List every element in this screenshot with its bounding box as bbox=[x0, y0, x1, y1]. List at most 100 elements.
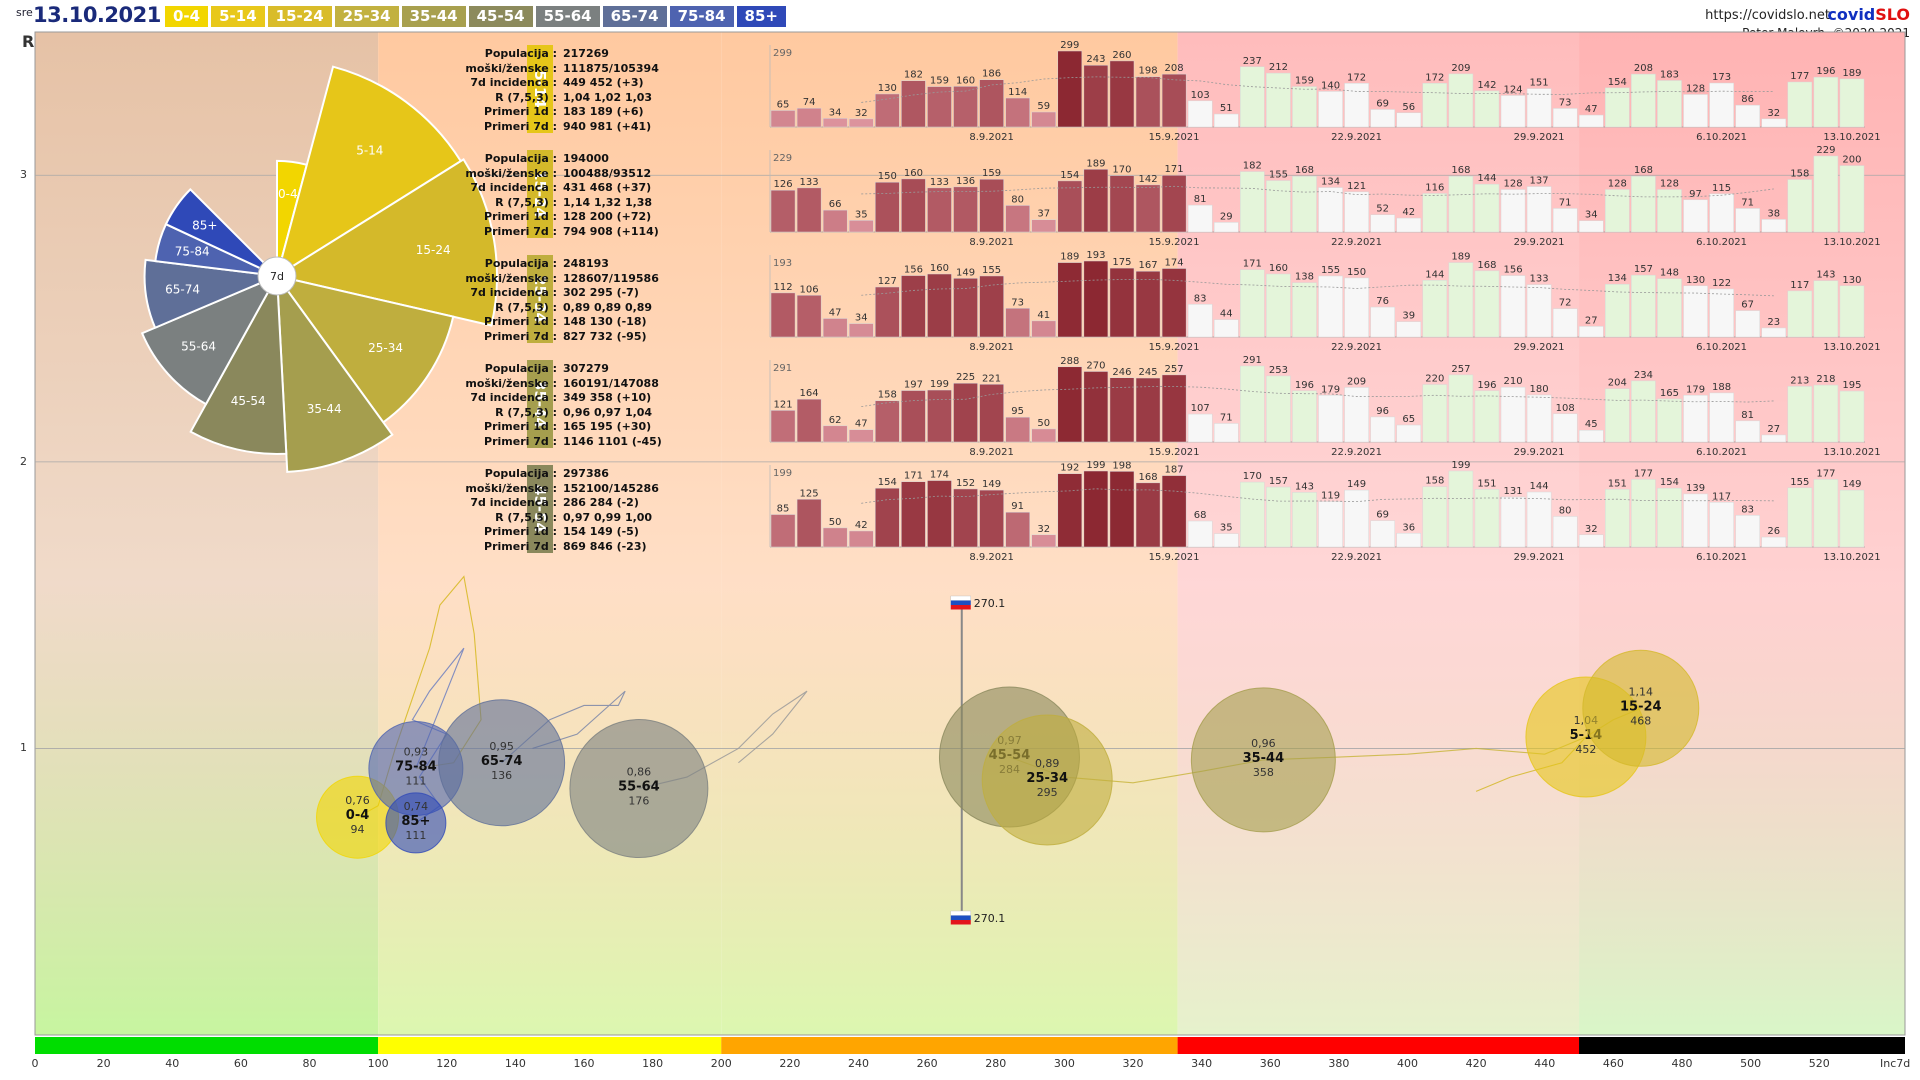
trajectory-line bbox=[501, 690, 626, 764]
panel-date-label: 22.9.2021 bbox=[1331, 552, 1382, 563]
panel-bar bbox=[1500, 496, 1526, 548]
panel-date-label: 13.10.2021 bbox=[1823, 237, 1880, 248]
panel-bar bbox=[1709, 193, 1734, 233]
bubble-label: 65-74 bbox=[481, 754, 523, 769]
panel-bar-value: 36 bbox=[1402, 522, 1415, 533]
panel-date-label: 29.9.2021 bbox=[1514, 447, 1565, 458]
panel-bar bbox=[796, 295, 822, 338]
panel-bar bbox=[1657, 487, 1682, 548]
panel-bar-value: 225 bbox=[956, 372, 975, 383]
panel-bar-value: 144 bbox=[1530, 481, 1549, 492]
panel-bar bbox=[875, 181, 900, 233]
panel-bar-value: 125 bbox=[800, 488, 819, 499]
panel-bar-value: 165 bbox=[1660, 388, 1679, 399]
panel-bar-value: 177 bbox=[1790, 71, 1809, 82]
panel-bar bbox=[1761, 118, 1787, 128]
panel-bar bbox=[927, 389, 952, 443]
panel-bar bbox=[1292, 175, 1317, 233]
pie-label: 55-64 bbox=[181, 340, 216, 354]
panel-bar-value: 144 bbox=[1477, 173, 1496, 184]
site-url[interactable]: https://covidslo.net bbox=[1705, 8, 1830, 23]
panel-date-label: 8.9.2021 bbox=[969, 237, 1014, 248]
panel-bar bbox=[1422, 486, 1448, 548]
flag-icon bbox=[950, 600, 971, 605]
age-legend: 0-4 5-14 15-24 25-34 35-44 45-54 55-64 65-74 75-… bbox=[165, 6, 786, 27]
panel-bar-value: 52 bbox=[1376, 204, 1389, 215]
panel-bar bbox=[1292, 86, 1317, 128]
panel-bar bbox=[1057, 180, 1083, 233]
panel-bar bbox=[1057, 50, 1083, 128]
pie-slice bbox=[274, 158, 498, 327]
panel-bar bbox=[770, 189, 796, 233]
panel-bar bbox=[1187, 520, 1213, 548]
flag-icon bbox=[950, 595, 971, 601]
panel-bar bbox=[1396, 533, 1422, 548]
panel-bar-value: 107 bbox=[1191, 403, 1210, 414]
panel-bar bbox=[770, 110, 796, 128]
panel-bar bbox=[1552, 108, 1578, 128]
panel-bar-value: 177 bbox=[1634, 468, 1653, 479]
x-tick-label: 0 bbox=[31, 1057, 39, 1070]
panel-bar bbox=[1370, 520, 1395, 548]
panel-bar-value: 209 bbox=[1451, 63, 1470, 74]
pie-slice bbox=[275, 65, 463, 279]
panel-stats: Populacija :307279 moški/ženske :160191/1… bbox=[465, 362, 662, 448]
panel-bar-value: 199 bbox=[1086, 460, 1105, 471]
panel-bar bbox=[1526, 186, 1552, 233]
panel-bar-value: 26 bbox=[1767, 526, 1780, 537]
plot-frame bbox=[34, 31, 1906, 1036]
panel-bar-value: 229 bbox=[1816, 145, 1835, 156]
panel-trend-line bbox=[861, 185, 1774, 198]
panel-bar bbox=[1005, 416, 1030, 443]
panel-bar-value: 80 bbox=[1559, 505, 1572, 516]
bubble bbox=[385, 792, 447, 854]
panel-trend-line bbox=[861, 278, 1774, 297]
bubble-inc-value: 295 bbox=[1037, 786, 1058, 799]
panel-bar-value: 151 bbox=[1530, 78, 1549, 89]
panel-bar-value: 136 bbox=[956, 176, 975, 187]
panel-group-tag: 15-24 bbox=[527, 150, 553, 238]
flag-icon bbox=[950, 920, 971, 925]
panel-date-label: 13.10.2021 bbox=[1823, 447, 1880, 458]
panel-bar bbox=[1448, 73, 1474, 128]
panel-bar bbox=[1240, 481, 1265, 548]
panel-bar bbox=[1083, 169, 1109, 233]
panel-bar-value: 187 bbox=[1165, 465, 1184, 476]
panel-bar bbox=[1213, 319, 1239, 338]
panel-date-label: 13.10.2021 bbox=[1823, 132, 1880, 143]
panel-bar bbox=[1657, 189, 1682, 233]
panel-bar bbox=[1787, 487, 1813, 548]
legend-item: 45-54 bbox=[468, 6, 533, 27]
panel-trend-line bbox=[861, 488, 1774, 504]
panel-bar-value: 112 bbox=[773, 282, 792, 293]
panel-bar-value: 134 bbox=[1321, 177, 1340, 188]
pie-label: 45-54 bbox=[231, 394, 266, 408]
panel-bar bbox=[1552, 308, 1578, 338]
panel-bar bbox=[901, 80, 926, 128]
x-tick-label: 60 bbox=[233, 1057, 248, 1070]
panel-bar-value: 106 bbox=[800, 284, 819, 295]
panel-bar bbox=[1631, 274, 1656, 338]
panel-bar bbox=[1526, 491, 1552, 548]
panel-bar bbox=[1813, 479, 1839, 548]
panel-bar bbox=[979, 489, 1004, 548]
pie-label: 75-84 bbox=[175, 245, 210, 259]
top-bar: sre 13.10.2021 0-4 5-14 15-24 25-34 35-44 45-… bbox=[0, 0, 1920, 40]
panel-bar bbox=[1578, 429, 1604, 443]
panel-date-label: 6.10.2021 bbox=[1696, 132, 1747, 143]
x-tick-label: 360 bbox=[1259, 1057, 1281, 1070]
panel-bar-value: 209 bbox=[1347, 376, 1366, 387]
r-axis-label: R bbox=[22, 32, 35, 51]
x-tick-label: 380 bbox=[1328, 1057, 1350, 1070]
panel-max-label: 193 bbox=[773, 258, 792, 269]
panel-bar-value: 168 bbox=[1138, 472, 1157, 483]
panel-bar-value: 138 bbox=[1295, 272, 1314, 283]
panel-bar-value: 86 bbox=[1741, 94, 1754, 105]
panel-bar bbox=[1266, 486, 1291, 548]
bubble-label: 55-64 bbox=[618, 780, 660, 795]
panel-bar-value: 177 bbox=[1816, 468, 1835, 479]
panel-bar bbox=[1370, 306, 1395, 338]
weekday: sre bbox=[16, 6, 33, 19]
bubble-inc-value: 111 bbox=[405, 829, 426, 842]
legend-item: 65-74 bbox=[602, 6, 667, 27]
